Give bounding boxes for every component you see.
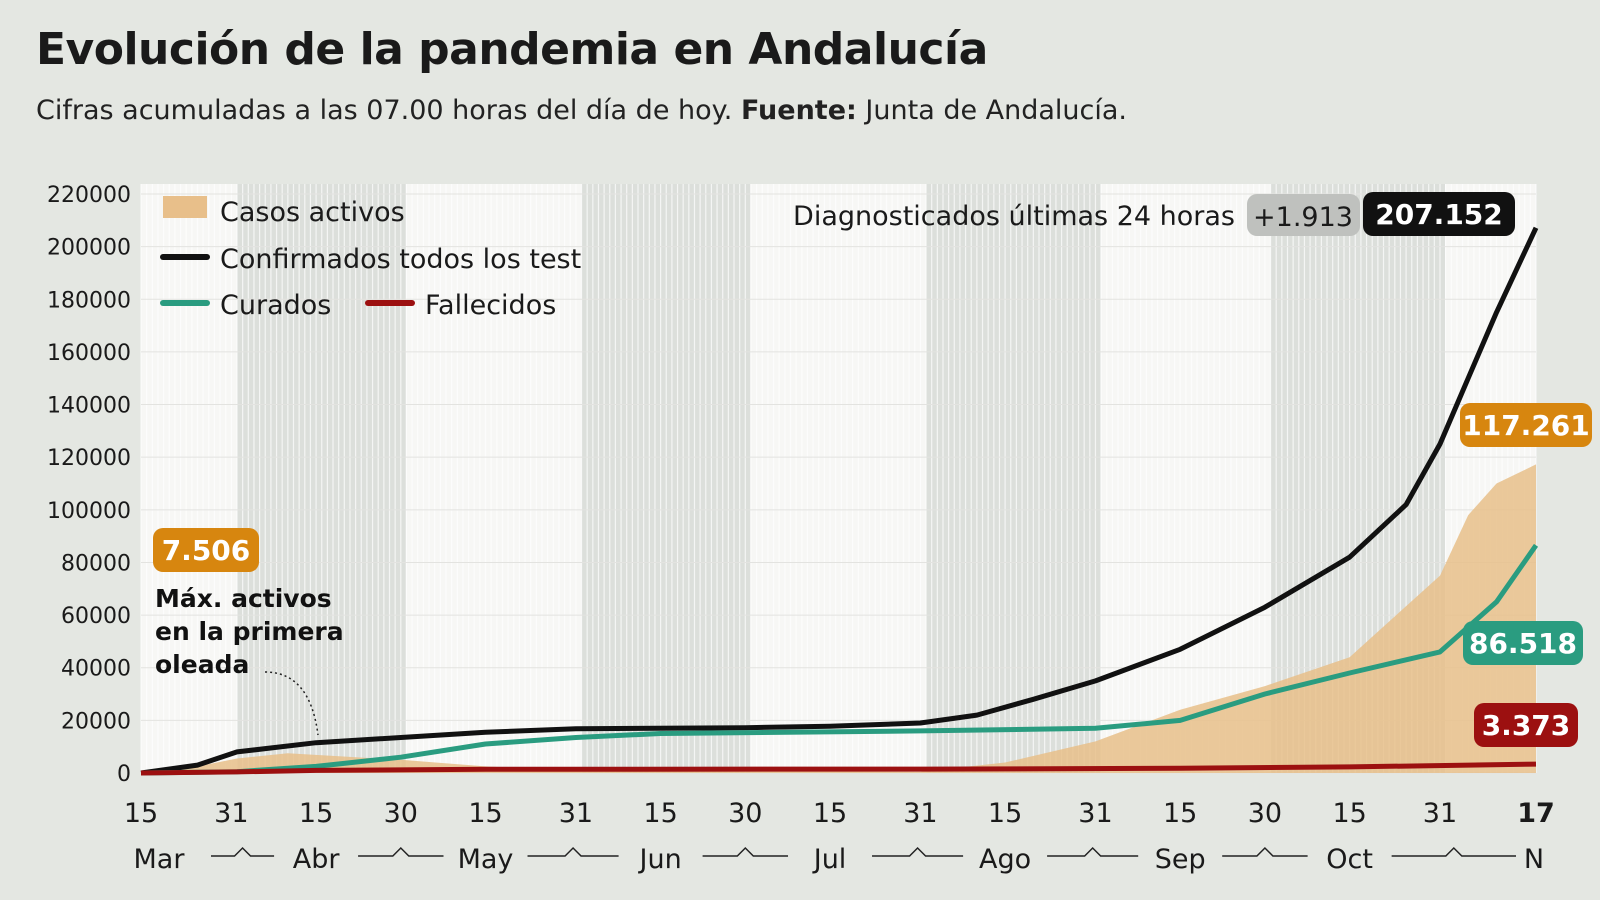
month-label: Abr — [293, 844, 341, 875]
y-tick-label: 60000 — [61, 604, 131, 629]
month-separator — [1391, 846, 1516, 857]
line-fallecidos — [140, 761, 1537, 776]
month-label: Mar — [134, 844, 186, 875]
subtitle: Cifras acumuladas a las 07.00 horas del … — [36, 95, 1127, 126]
curados-end-badge — [1463, 621, 1583, 665]
first-wave-note: en la primera — [155, 617, 344, 646]
y-tick-label: 0 — [117, 762, 131, 787]
fallecidos-end-value: 3.373 — [1482, 709, 1571, 742]
month-separator — [872, 846, 964, 857]
first-wave-value: 7.506 — [162, 534, 251, 567]
month-label: Oct — [1326, 844, 1373, 875]
daily-value: +1.913 — [1253, 202, 1353, 233]
x-tick-label: 31 — [903, 798, 937, 829]
daily-badge — [1247, 194, 1360, 236]
legend-label: Curados — [220, 290, 331, 321]
first-wave-note: Máx. activos — [155, 584, 332, 613]
source: Junta de Andalucía. — [865, 95, 1128, 126]
first-wave-badge — [153, 528, 259, 572]
y-tick-label: 120000 — [47, 446, 131, 471]
y-tick-label: 40000 — [61, 657, 131, 682]
month-separator — [527, 846, 619, 857]
x-tick-label: 31 — [1423, 798, 1457, 829]
x-tick-label: 31 — [214, 798, 248, 829]
legend-label: Casos activos — [220, 197, 405, 228]
legend-label: Confirmados todos los test — [220, 244, 581, 275]
x-tick-label: 15 — [813, 798, 847, 829]
activos-end-badge — [1460, 403, 1592, 447]
x-tick-label: 30 — [728, 798, 762, 829]
month-separator — [1047, 846, 1139, 857]
y-tick-label: 220000 — [47, 183, 131, 208]
month-separator — [702, 846, 789, 857]
y-tick-label: 180000 — [47, 288, 131, 313]
month-label: N — [1524, 844, 1544, 875]
x-tick-label: 15 — [299, 798, 333, 829]
x-tick-label: 31 — [559, 798, 593, 829]
x-tick-label: 15 — [468, 798, 502, 829]
first-wave-note: oleada — [155, 650, 249, 679]
legend-swatch-casos-activos — [163, 196, 207, 218]
daily-label: Diagnosticados últimas 24 horas — [793, 201, 1235, 232]
x-tick-label: 15 — [1163, 798, 1197, 829]
legend-label: Fallecidos — [425, 290, 556, 321]
annotation-leader — [264, 671, 319, 736]
month-label: May — [458, 844, 514, 875]
x-tick-label: 15 — [1332, 798, 1366, 829]
x-tick-label: 15 — [643, 798, 677, 829]
area-casos-activos — [141, 464, 1536, 773]
x-tick-label: 30 — [1248, 798, 1282, 829]
x-tick-label: 30 — [384, 798, 418, 829]
line-curados — [140, 543, 1539, 776]
x-tick-label: 17 — [1517, 798, 1555, 829]
y-tick-label: 200000 — [47, 236, 131, 261]
total-confirmados-badge — [1363, 192, 1515, 236]
month-separator — [211, 846, 275, 857]
subtitle-text: Cifras acumuladas a las 07.00 horas del … — [36, 95, 733, 126]
month-label: Ago — [979, 844, 1031, 875]
line-confirmados — [140, 226, 1539, 776]
y-tick-label: 160000 — [47, 341, 131, 366]
shaded-month-band — [926, 184, 1101, 773]
x-tick-label: 15 — [124, 798, 158, 829]
month-label: Jul — [812, 844, 847, 875]
y-tick-label: 20000 — [61, 709, 131, 734]
source-label: Fuente: — [740, 95, 857, 126]
month-label: Jun — [638, 844, 682, 875]
curados-end-value: 86.518 — [1469, 627, 1577, 660]
x-tick-label: 31 — [1078, 798, 1112, 829]
page-title: Evolución de la pandemia en Andalucía — [36, 24, 988, 75]
y-tick-label: 140000 — [47, 394, 131, 419]
total-confirmados-value: 207.152 — [1375, 198, 1503, 231]
month-separator — [358, 846, 444, 857]
y-tick-label: 80000 — [61, 551, 131, 576]
fallecidos-end-badge — [1474, 703, 1578, 747]
activos-end-value: 117.261 — [1462, 409, 1590, 442]
month-separator — [1222, 846, 1308, 857]
y-tick-label: 100000 — [47, 499, 131, 524]
x-tick-label: 15 — [988, 798, 1022, 829]
month-label: Sep — [1155, 844, 1206, 875]
